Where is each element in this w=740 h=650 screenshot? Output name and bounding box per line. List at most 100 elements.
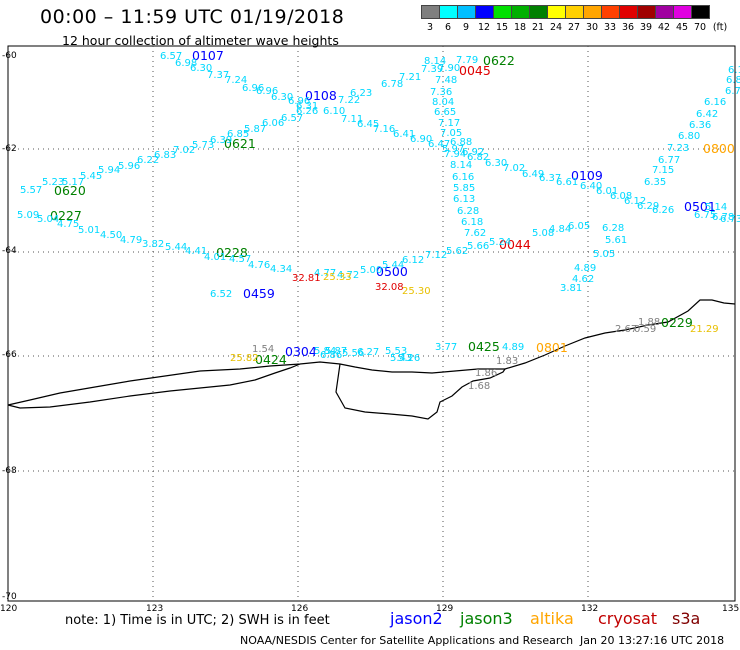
pass-label: 0229: [661, 315, 693, 330]
graticule: [8, 46, 735, 601]
swh-value: 7.11: [341, 114, 364, 125]
lat-label: -68: [2, 466, 17, 476]
pass-label: 0304: [285, 344, 317, 359]
swh-value: 6.12: [624, 196, 647, 207]
lon-label: 120: [0, 604, 18, 614]
swh-value: 6.78: [712, 212, 735, 223]
lon-label: 129: [436, 604, 454, 614]
legend-s3a: s3a: [672, 609, 701, 628]
swh-value: 6.82: [467, 152, 490, 163]
swh-value-low: 1.83: [496, 356, 519, 367]
scale-label: 21: [531, 22, 545, 33]
swh-value: 5.87: [244, 124, 267, 135]
scale-label: 36: [621, 22, 635, 33]
scale-label: 18: [513, 22, 527, 33]
footer-credit: NOAA/NESDIS Center for Satellite Applica…: [240, 634, 574, 647]
swh-value: 4.89: [574, 263, 597, 274]
swh-value: 4.89: [502, 342, 525, 353]
swh-value: 5.43: [390, 353, 413, 364]
swh-value-high: 32.81: [292, 273, 321, 284]
swh-value: 7.12: [425, 250, 448, 261]
swh-value-altika: 25.30: [402, 286, 431, 297]
scale-label: 42: [657, 22, 671, 33]
swh-value: 7.23: [667, 143, 690, 154]
swh-value: 6.08: [610, 191, 633, 202]
swh-value: 6.30: [485, 158, 508, 169]
swh-value: 7.37: [207, 70, 230, 81]
swh-value-low: 0.59: [634, 324, 657, 335]
swh-value: 6.12: [402, 255, 425, 266]
pass-label: 0801: [536, 340, 568, 355]
swh-value: 4.62: [572, 274, 595, 285]
pass-label: 0228: [216, 245, 248, 260]
swh-value: 6.27: [357, 347, 380, 358]
swh-value: 5.87: [325, 346, 348, 357]
swh-value: 7.36: [430, 87, 453, 98]
swh-value: 4.01: [204, 252, 227, 263]
swh-value: 6.40: [580, 181, 603, 192]
swh-value: 6.47: [428, 139, 451, 150]
swh-value: 6.52: [210, 289, 233, 300]
scale-label: 9: [462, 22, 470, 33]
scale-label: 12: [477, 22, 491, 33]
swh-value: 6.01: [596, 186, 619, 197]
swh-value: 6.23: [350, 88, 373, 99]
swh-value: 5.84: [314, 346, 337, 357]
swh-value: 5.14: [705, 202, 728, 213]
swh-value: 6.88: [450, 137, 473, 148]
swh-value: 6.30: [190, 63, 213, 74]
swh-value: 7.90: [438, 63, 461, 74]
swh-value: 5.23: [42, 177, 65, 188]
swh-value: 7.79: [456, 55, 479, 66]
swh-value: 4.76: [248, 260, 271, 271]
swh-value: 6.18: [461, 217, 484, 228]
map-title: 00:00 – 11:59 UTC 01/19/2018: [40, 6, 345, 28]
scale-label: 24: [549, 22, 563, 33]
swh-value: 3.77: [435, 342, 458, 353]
swh-value: 6.65: [434, 107, 457, 118]
swh-value: 5.61: [605, 235, 628, 246]
pass-label: 0500: [376, 264, 408, 279]
swh-value: 6.86: [320, 350, 343, 361]
swh-value: 7.15: [652, 165, 675, 176]
swh-value: 6.83: [154, 150, 177, 161]
footer-timestamp: Jan 20 13:27:16 UTC 2018: [580, 634, 725, 647]
swh-value: 6.96: [288, 96, 311, 107]
swh-value: 6.57: [160, 51, 183, 62]
lat-label: -62: [2, 144, 17, 154]
swh-value: 6.78: [381, 79, 404, 90]
swh-value-altika: 21.29: [690, 324, 719, 335]
swh-value: 7.39: [421, 64, 444, 75]
swh-value: 6.16: [704, 97, 727, 108]
swh-value: 5.62: [446, 246, 469, 257]
swh-value: 6.77: [658, 155, 681, 166]
swh-value: 5.53: [385, 346, 408, 357]
lon-label: 132: [581, 604, 599, 614]
swh-value: 6.26: [296, 106, 319, 117]
swh-value: 7.22: [338, 95, 361, 106]
swh-value: 4.84: [549, 224, 572, 235]
scale-label: 3: [426, 22, 434, 33]
swh-value: 5.94: [98, 165, 121, 176]
swh-value: 5.09: [17, 210, 40, 221]
scale-swatch: [691, 5, 710, 19]
scale-unit: (ft): [712, 22, 728, 33]
swh-value: 5.97: [442, 144, 465, 155]
swh-value: 6.92: [462, 147, 485, 158]
swh-value: 7.94: [444, 149, 467, 160]
swh-value: 4.41: [185, 246, 208, 257]
swh-value: 5.00: [360, 265, 383, 276]
lat-label: -66: [2, 350, 17, 360]
swh-value: 4.75: [57, 219, 80, 230]
pass-label: 0501: [684, 199, 716, 214]
swh-value-altika: 25.82: [230, 353, 259, 364]
swh-value: 6.98: [175, 58, 198, 69]
scale-label: 15: [495, 22, 509, 33]
lon-label: 135: [722, 604, 740, 614]
swh-value: 5.45: [80, 171, 103, 182]
swh-value: 5.05: [593, 249, 616, 260]
swh-value: 5.56: [342, 348, 365, 359]
swh-value: 5.17: [62, 177, 85, 188]
lat-label: -70: [2, 592, 17, 602]
